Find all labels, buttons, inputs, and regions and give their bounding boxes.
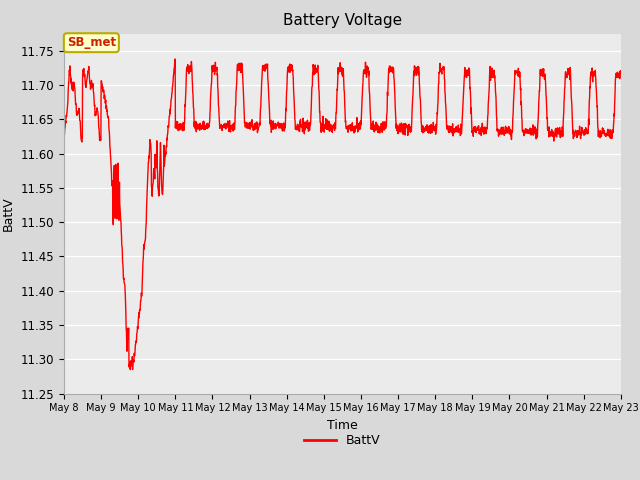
Title: Battery Voltage: Battery Voltage <box>283 13 402 28</box>
Text: SB_met: SB_met <box>67 36 116 49</box>
Legend: BattV: BattV <box>300 429 385 452</box>
X-axis label: Time: Time <box>327 419 358 432</box>
Y-axis label: BattV: BattV <box>2 196 15 231</box>
